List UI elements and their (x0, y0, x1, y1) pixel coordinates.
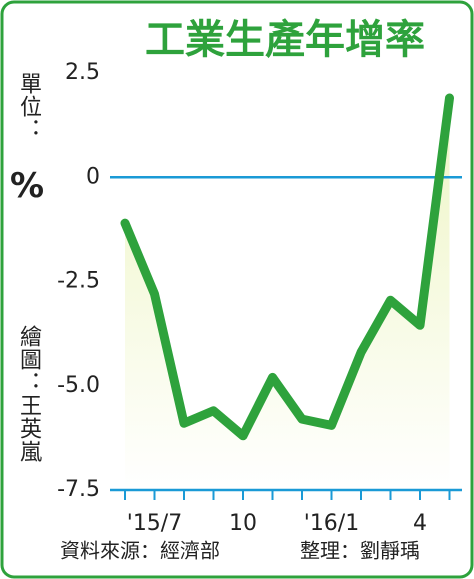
y-tick-label: -2.5 (57, 269, 100, 294)
y-tick-label: 0 (86, 164, 100, 189)
x-tick-label: '15/7 (127, 511, 182, 536)
source: 資料來源：經濟部 (60, 539, 220, 563)
area (125, 98, 450, 491)
unit: % (10, 166, 45, 206)
y-tick-label: 2.5 (65, 60, 100, 85)
line (120, 93, 454, 441)
x-tick-label: 10 (229, 511, 257, 536)
chart-title: 工業生產年增率 (145, 17, 425, 63)
credit-drawing: 繪圖：王英嵐 (16, 325, 41, 463)
unit-label: 單位： (16, 72, 41, 141)
y-tick-label: -5.0 (57, 373, 100, 398)
x-tick-label: 4 (413, 511, 427, 536)
x-tick-label: '16/1 (304, 511, 359, 536)
y-tick-label: -7.5 (57, 477, 100, 502)
credit-editor: 整理：劉靜瑀 (300, 539, 420, 563)
